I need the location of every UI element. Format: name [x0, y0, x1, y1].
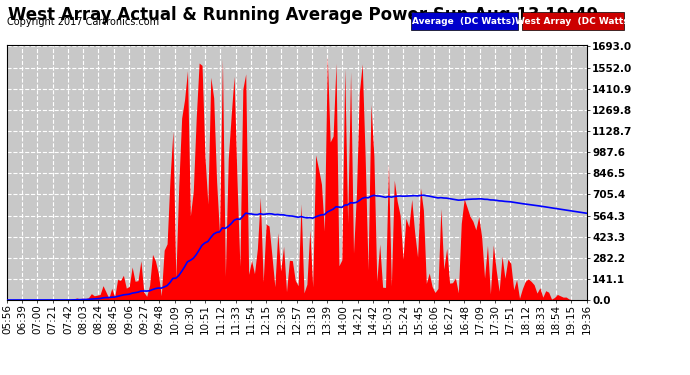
Text: West Array  (DC Watts): West Array (DC Watts) — [515, 16, 632, 26]
Text: Average  (DC Watts): Average (DC Watts) — [413, 16, 515, 26]
Text: West Array Actual & Running Average Power Sun Aug 13 19:49: West Array Actual & Running Average Powe… — [8, 6, 599, 24]
Text: Copyright 2017 Cartronics.com: Copyright 2017 Cartronics.com — [7, 17, 159, 27]
